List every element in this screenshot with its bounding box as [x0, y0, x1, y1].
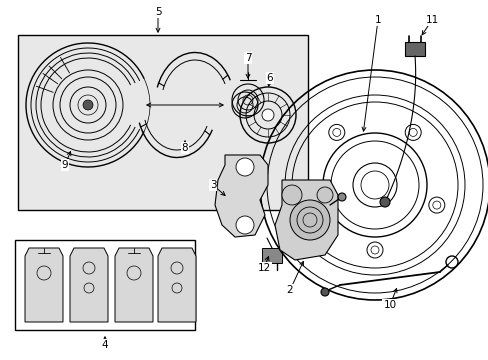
Text: 6: 6 [266, 73, 273, 83]
Text: 5: 5 [154, 7, 161, 17]
Circle shape [328, 125, 344, 140]
Circle shape [289, 200, 329, 240]
Bar [15, 240, 195, 330]
Polygon shape [215, 155, 267, 237]
Polygon shape [70, 248, 108, 322]
Circle shape [428, 197, 444, 213]
Bar [18, 35, 307, 210]
Text: 12: 12 [257, 263, 270, 273]
Circle shape [366, 242, 382, 258]
Bar [119, 258, 149, 299]
Bar [162, 258, 192, 299]
Text: 8: 8 [182, 143, 188, 153]
Text: 1: 1 [374, 15, 381, 25]
Polygon shape [115, 248, 153, 322]
Circle shape [262, 109, 273, 121]
Circle shape [316, 187, 332, 203]
Text: 3: 3 [209, 180, 216, 190]
Text: 9: 9 [61, 160, 68, 170]
Polygon shape [158, 248, 196, 322]
Circle shape [236, 158, 253, 176]
Bar [262, 248, 282, 263]
Text: 4: 4 [102, 340, 108, 350]
Text: 11: 11 [425, 15, 438, 25]
Polygon shape [274, 180, 337, 260]
Circle shape [352, 163, 396, 207]
Circle shape [83, 100, 93, 110]
Bar [235, 190, 260, 202]
Text: 10: 10 [383, 300, 396, 310]
Text: 2: 2 [286, 285, 293, 295]
Bar [74, 258, 104, 299]
Circle shape [282, 185, 302, 205]
Text: 7: 7 [244, 53, 251, 63]
Circle shape [236, 216, 253, 234]
Circle shape [405, 125, 420, 140]
Circle shape [305, 197, 321, 213]
Bar [29, 258, 59, 299]
Circle shape [337, 193, 346, 201]
Circle shape [379, 197, 389, 207]
Bar [404, 42, 424, 56]
Polygon shape [25, 248, 63, 322]
Circle shape [320, 288, 328, 296]
